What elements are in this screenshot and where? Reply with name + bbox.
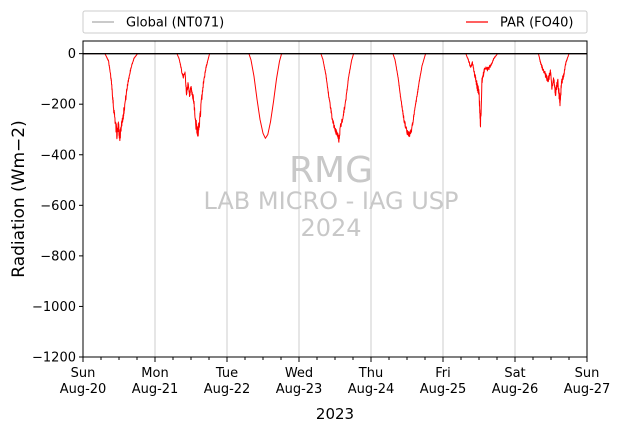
x-axis-label: 2023 bbox=[316, 405, 354, 423]
y-tick-label: −400 bbox=[40, 148, 76, 163]
x-tick-date: Aug-22 bbox=[204, 382, 251, 397]
legend-frame bbox=[82, 10, 588, 34]
watermark-line: RMG bbox=[289, 150, 373, 191]
x-tick-date: Aug-25 bbox=[420, 382, 467, 397]
x-tick-day: Sun bbox=[575, 366, 600, 381]
vertical-gridlines bbox=[154, 41, 516, 357]
x-tick-date: Aug-20 bbox=[60, 382, 107, 397]
watermark-line: LAB MICRO - IAG USP bbox=[203, 187, 458, 215]
y-tick-label: 0 bbox=[68, 47, 76, 62]
x-tick-date: Aug-23 bbox=[276, 382, 323, 397]
y-tick-label: −800 bbox=[40, 249, 76, 264]
x-tick-day: Fri bbox=[435, 366, 451, 381]
y-tick-label: −600 bbox=[40, 199, 76, 214]
y-axis: 0 −200 −400 −600 −800 −1000 −1200 bbox=[32, 47, 83, 366]
y-tick-label: −200 bbox=[40, 98, 76, 113]
watermark-line: 2024 bbox=[300, 214, 361, 242]
x-tick-day: Tue bbox=[215, 366, 238, 381]
x-tick-date: Aug-26 bbox=[492, 382, 539, 397]
x-tick-day: Sun bbox=[71, 366, 96, 381]
x-tick-date: Aug-24 bbox=[348, 382, 395, 397]
series-layer bbox=[83, 52, 587, 143]
legend: Global (NT071) PAR (FO40) bbox=[82, 10, 588, 34]
x-tick-date: Aug-27 bbox=[564, 382, 611, 397]
x-tick-day: Thu bbox=[358, 366, 383, 381]
y-tick-label: −1000 bbox=[32, 300, 76, 315]
legend-label-par: PAR (FO40) bbox=[500, 16, 573, 31]
series-par-line bbox=[83, 53, 587, 143]
y-axis-label: Radiation (Wm−2) bbox=[9, 120, 29, 277]
x-axis: SunAug-20MonAug-21TueAug-22WedAug-23ThuA… bbox=[60, 357, 611, 397]
legend-label-global: Global (NT071) bbox=[126, 16, 224, 31]
x-tick-day: Sat bbox=[504, 366, 525, 381]
x-tick-day: Wed bbox=[285, 366, 313, 381]
y-tick-label: −1200 bbox=[32, 351, 76, 366]
x-tick-day: Mon bbox=[141, 366, 168, 381]
x-tick-date: Aug-21 bbox=[132, 382, 179, 397]
